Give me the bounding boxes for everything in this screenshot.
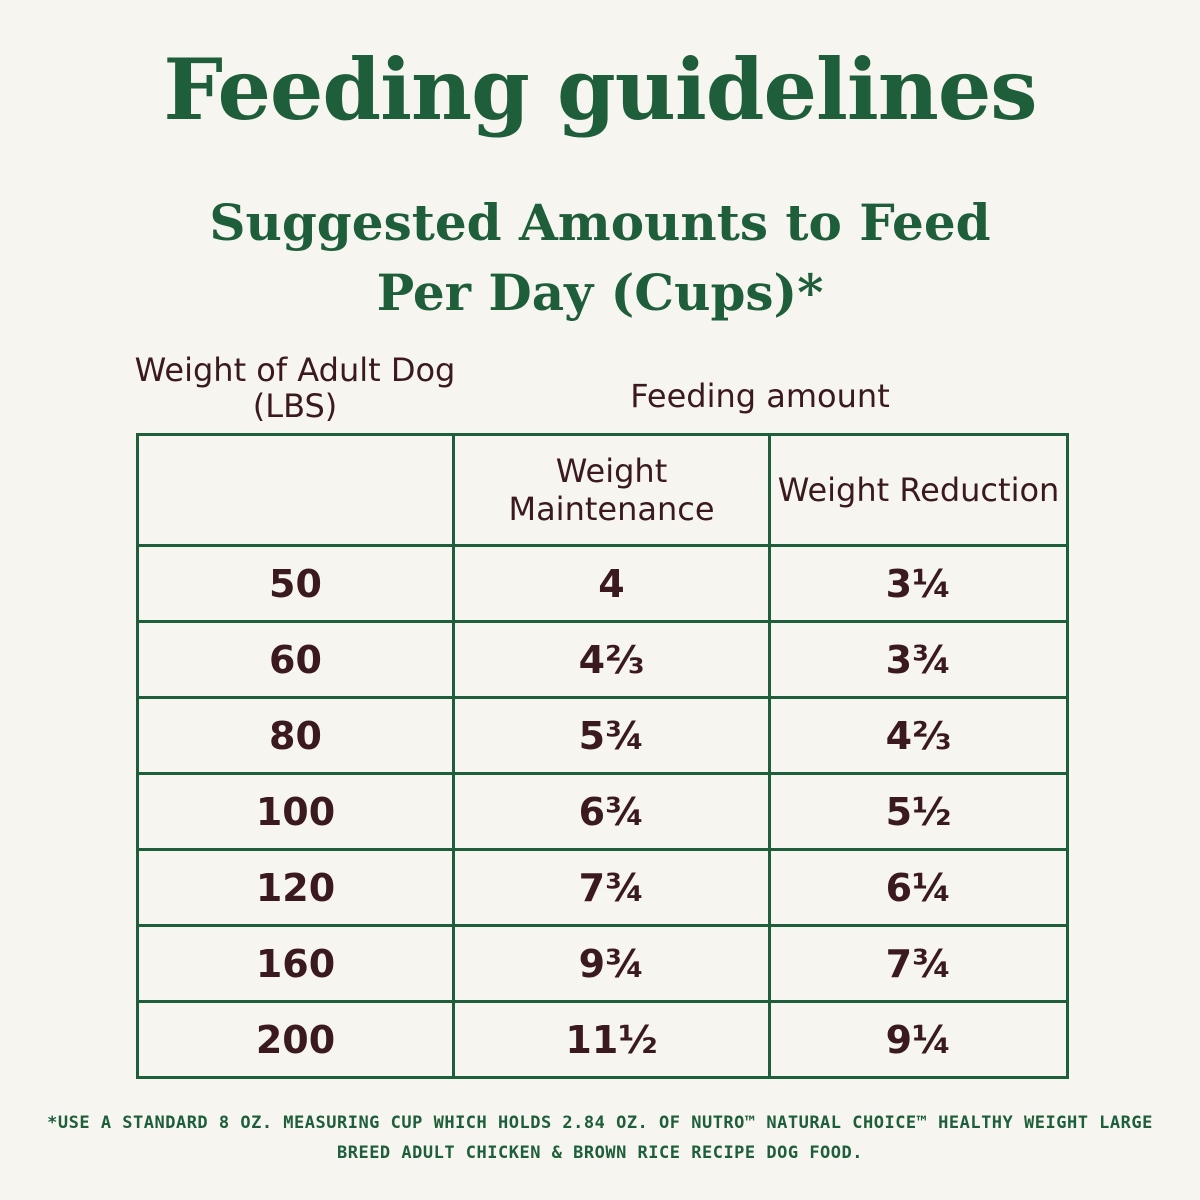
page-subtitle: Suggested Amounts to Feed Per Day (Cups)… (0, 188, 1200, 328)
table-row: 60 4⅔ 3¾ (136, 620, 1069, 699)
table-row: 200 11½ 9¼ (136, 1000, 1069, 1079)
header-weight-maintenance: Weight Maintenance (452, 433, 771, 547)
table-row: 160 9¾ 7¾ (136, 924, 1069, 1003)
cell-reduction: 5½ (768, 772, 1069, 851)
cell-weight: 160 (136, 924, 455, 1003)
cell-weight: 60 (136, 620, 455, 699)
table-header-row: Weight Maintenance Weight Reduction (136, 433, 1069, 547)
cell-reduction: 9¼ (768, 1000, 1069, 1079)
table-row: 50 4 3¼ (136, 544, 1069, 623)
cell-maintenance: 9¾ (452, 924, 771, 1003)
table-row: 80 5¾ 4⅔ (136, 696, 1069, 775)
cell-weight: 100 (136, 772, 455, 851)
cell-maintenance: 7¾ (452, 848, 771, 927)
table-row: 120 7¾ 6¼ (136, 848, 1069, 927)
cell-maintenance: 4⅔ (452, 620, 771, 699)
cell-weight: 120 (136, 848, 455, 927)
weight-column-label: Weight of Adult Dog (LBS) (134, 351, 456, 425)
cell-maintenance: 5¾ (452, 696, 771, 775)
header-weight (136, 433, 455, 547)
cell-weight: 50 (136, 544, 455, 623)
subtitle-line-2: Per Day (Cups)* (376, 263, 824, 322)
cell-reduction: 3¾ (768, 620, 1069, 699)
table-row: 100 6¾ 5½ (136, 772, 1069, 851)
subtitle-line-1: Suggested Amounts to Feed (209, 193, 991, 252)
cell-maintenance: 11½ (452, 1000, 771, 1079)
cell-reduction: 3¼ (768, 544, 1069, 623)
feeding-table: Weight Maintenance Weight Reduction 50 4… (136, 433, 1069, 1079)
cell-maintenance: 6¾ (452, 772, 771, 851)
cell-weight: 80 (136, 696, 455, 775)
cell-reduction: 4⅔ (768, 696, 1069, 775)
cell-maintenance: 4 (452, 544, 771, 623)
cell-reduction: 6¼ (768, 848, 1069, 927)
footnote: *USE A STANDARD 8 OZ. MEASURING CUP WHIC… (47, 1113, 1153, 1163)
page-title: Feeding guidelines (163, 40, 1037, 139)
cell-reduction: 7¾ (768, 924, 1069, 1003)
cell-weight: 200 (136, 1000, 455, 1079)
feeding-amount-label: Feeding amount (630, 377, 890, 415)
header-weight-reduction: Weight Reduction (768, 433, 1069, 547)
